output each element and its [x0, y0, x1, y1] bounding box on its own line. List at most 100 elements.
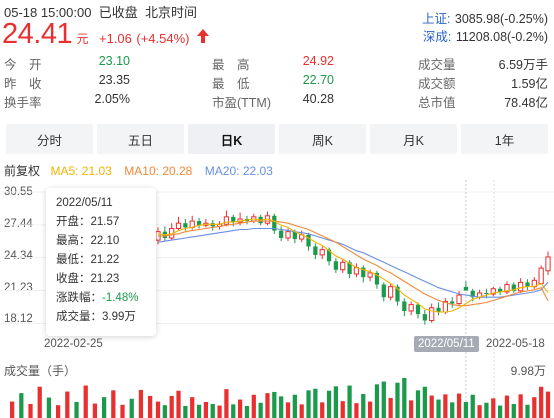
volume-bar	[340, 401, 345, 418]
volume-bar	[436, 399, 441, 418]
y-tick: 27.44	[4, 218, 33, 230]
volume-bar	[320, 402, 325, 418]
candle-body-down	[292, 231, 297, 240]
tab-2[interactable]: 日K	[188, 124, 275, 154]
candle-body-down	[436, 307, 441, 313]
index-shenzhen[interactable]: 深成: 11208.08(-0.2%)	[422, 28, 548, 46]
volume-bar	[285, 402, 291, 418]
kline-chart[interactable]	[0, 180, 554, 418]
candle-body-up	[504, 284, 510, 293]
volume-bar	[138, 389, 144, 418]
stat-value: 1.59亿	[511, 77, 548, 91]
tab-4[interactable]: 月K	[370, 124, 457, 154]
candle-body-down	[422, 314, 427, 321]
current-price-block: 24.41 元 +1.06 (+4.54%)	[2, 18, 210, 51]
y-tick: 18.12	[4, 313, 33, 325]
tooltip-change-value: -1.48%	[102, 292, 139, 304]
volume-bar	[395, 382, 400, 418]
volume-bar	[429, 395, 434, 418]
candle-body-down	[470, 290, 475, 298]
volume-bar	[37, 386, 42, 418]
volume-bar	[333, 386, 339, 418]
volume-bar	[10, 401, 15, 418]
volume-bar	[272, 391, 277, 418]
candle-body-down	[484, 292, 489, 295]
volume-bar	[491, 398, 496, 418]
ma-legend: 前复权 MA5: 21.03 MA10: 20.28 MA20: 22.03	[4, 162, 273, 180]
volume-bar	[231, 404, 236, 418]
volume-bar	[422, 386, 427, 418]
candle-body-up	[388, 286, 394, 298]
candle-body-down	[450, 301, 455, 304]
volume-bar	[456, 393, 462, 418]
candle-body-down	[415, 304, 421, 315]
volume-bar	[306, 390, 311, 418]
volume-bar	[190, 397, 195, 418]
tab-3[interactable]: 周K	[279, 124, 366, 154]
tab-0[interactable]: 分时	[6, 124, 93, 154]
volume-bar	[299, 404, 304, 418]
index-shanghai[interactable]: 上证: 3085.98(-0.25%)	[422, 10, 548, 28]
stat-value: 24.92	[302, 54, 334, 68]
ma5-value: MA5: 21.03	[50, 164, 112, 178]
volume-bar	[244, 405, 250, 418]
tab-5[interactable]: 1年	[461, 124, 548, 154]
tab-1[interactable]: 五日	[97, 124, 184, 154]
volume-bar	[258, 402, 263, 418]
candle-body-down	[306, 234, 311, 247]
volume-bar	[497, 405, 503, 418]
candle-body-down	[231, 216, 236, 223]
ma20-value: MA20: 22.03	[204, 164, 273, 178]
volume-bar	[183, 405, 188, 418]
volume-bar	[265, 393, 270, 418]
stat-value: 78.48亿	[504, 96, 548, 110]
x-end-label: 2022-05-18	[486, 338, 545, 350]
stat-label: 换手率	[4, 96, 42, 110]
stat-value: 23.35	[98, 73, 130, 87]
volume-bar	[484, 402, 489, 418]
tooltip-change: 涨跌幅：-1.48%	[56, 289, 146, 308]
volume-bar	[292, 394, 297, 418]
price-change: +1.06	[99, 31, 132, 46]
volume-bar	[224, 389, 229, 418]
candle-body-down	[463, 286, 469, 291]
candle-body-down	[395, 286, 400, 302]
candle-body-up	[340, 261, 346, 271]
candle-body-down	[313, 246, 318, 255]
volume-bar	[504, 395, 510, 418]
x-start-label: 2022-02-25	[44, 338, 103, 350]
candle-body-up	[545, 256, 551, 272]
volume-bar	[237, 399, 243, 418]
volume-bar	[74, 401, 79, 418]
candle-body-down	[183, 223, 188, 228]
volume-bar	[326, 390, 332, 418]
volume-bar	[511, 403, 516, 418]
index-name: 深成:	[422, 30, 452, 44]
ma5-line	[157, 218, 549, 313]
stat-label: 今 开	[4, 58, 42, 72]
ma20-line	[157, 227, 549, 298]
volume-bar	[102, 397, 107, 418]
index-name: 上证:	[421, 12, 451, 26]
candle-body-down	[361, 267, 366, 278]
volume-bar	[279, 396, 284, 418]
market-status: 已收盘	[98, 5, 138, 20]
volume-bar	[539, 386, 544, 418]
index-panel: 上证: 3085.98(-0.25%) 深成: 11208.08(-0.2%)	[422, 10, 548, 46]
volume-bar	[313, 388, 318, 418]
cursor-date-tag: 2022/05/11	[414, 336, 479, 352]
volume-bar	[176, 390, 181, 418]
stat-value: 22.70	[302, 73, 334, 87]
volume-bar	[354, 403, 359, 418]
period-tabs: 分时 五日 日K 周K 月K 1年	[6, 124, 548, 154]
volume-max-label: 9.98万	[510, 364, 546, 378]
candle-body-up	[223, 216, 230, 225]
volume-bar	[251, 394, 256, 418]
adjust-mode[interactable]: 前复权	[4, 164, 41, 178]
candle-body-up	[367, 272, 373, 278]
ohlc-tooltip: 2022/05/11 开盘：21.57 最高：22.10 最低：21.22 收盘…	[46, 188, 156, 336]
candle-body-down	[347, 262, 352, 274]
volume-bar	[450, 402, 455, 418]
candle-body-up	[408, 304, 414, 312]
volume-label: 成交量（手）	[4, 364, 77, 378]
